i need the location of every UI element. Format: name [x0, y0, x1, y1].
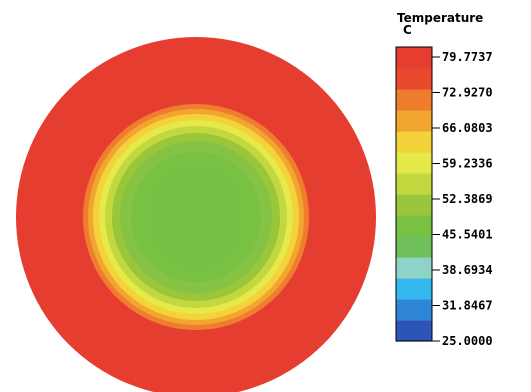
legend-color-segment-5: [396, 215, 432, 237]
legend-color-segment-12: [396, 68, 432, 90]
legend-color-segment-11: [396, 89, 432, 111]
legend-color-segment-4: [396, 236, 432, 258]
temperature-field-disk: [16, 37, 376, 392]
legend-color-segment-9: [396, 131, 432, 153]
legend-color-segment-7: [396, 173, 432, 195]
legend-tick-label-7: 31.8467: [442, 299, 493, 313]
legend-tick-label-5: 45.5401: [442, 228, 493, 242]
legend-color-segment-0: [396, 320, 432, 342]
temperature-legend: Temperature C 79.7737 72.9270 66.0803 59.23…: [395, 11, 493, 348]
legend-tick-label-2: 66.0803: [442, 121, 493, 135]
legend-color-segment-6: [396, 194, 432, 216]
legend-tick-label-1: 72.9270: [442, 85, 493, 99]
legend-tick-label-8: 25.0000: [442, 334, 493, 348]
legend-color-segment-8: [396, 152, 432, 174]
legend-color-segment-2: [396, 278, 432, 300]
legend-unit: C: [403, 23, 412, 37]
temperature-core: [150, 167, 242, 267]
legend-bar-border: [395, 46, 433, 342]
legend-color-segment-1: [396, 299, 432, 321]
legend-tick-label-4: 52.3869: [442, 192, 493, 206]
legend-ticks: 79.7737 72.9270 66.0803 59.2336 52.3869 45.54…: [432, 50, 493, 348]
legend-title: Temperature: [397, 11, 483, 25]
legend-color-segment-10: [396, 110, 432, 132]
legend-tick-label-3: 59.2336: [442, 156, 493, 170]
legend-color-segment-13: [396, 47, 432, 69]
legend-color-segment-3: [396, 257, 432, 279]
legend-tick-label-0: 79.7737: [442, 50, 493, 64]
legend-tick-label-6: 38.6934: [442, 263, 493, 277]
legend-color-bar: [395, 46, 433, 342]
